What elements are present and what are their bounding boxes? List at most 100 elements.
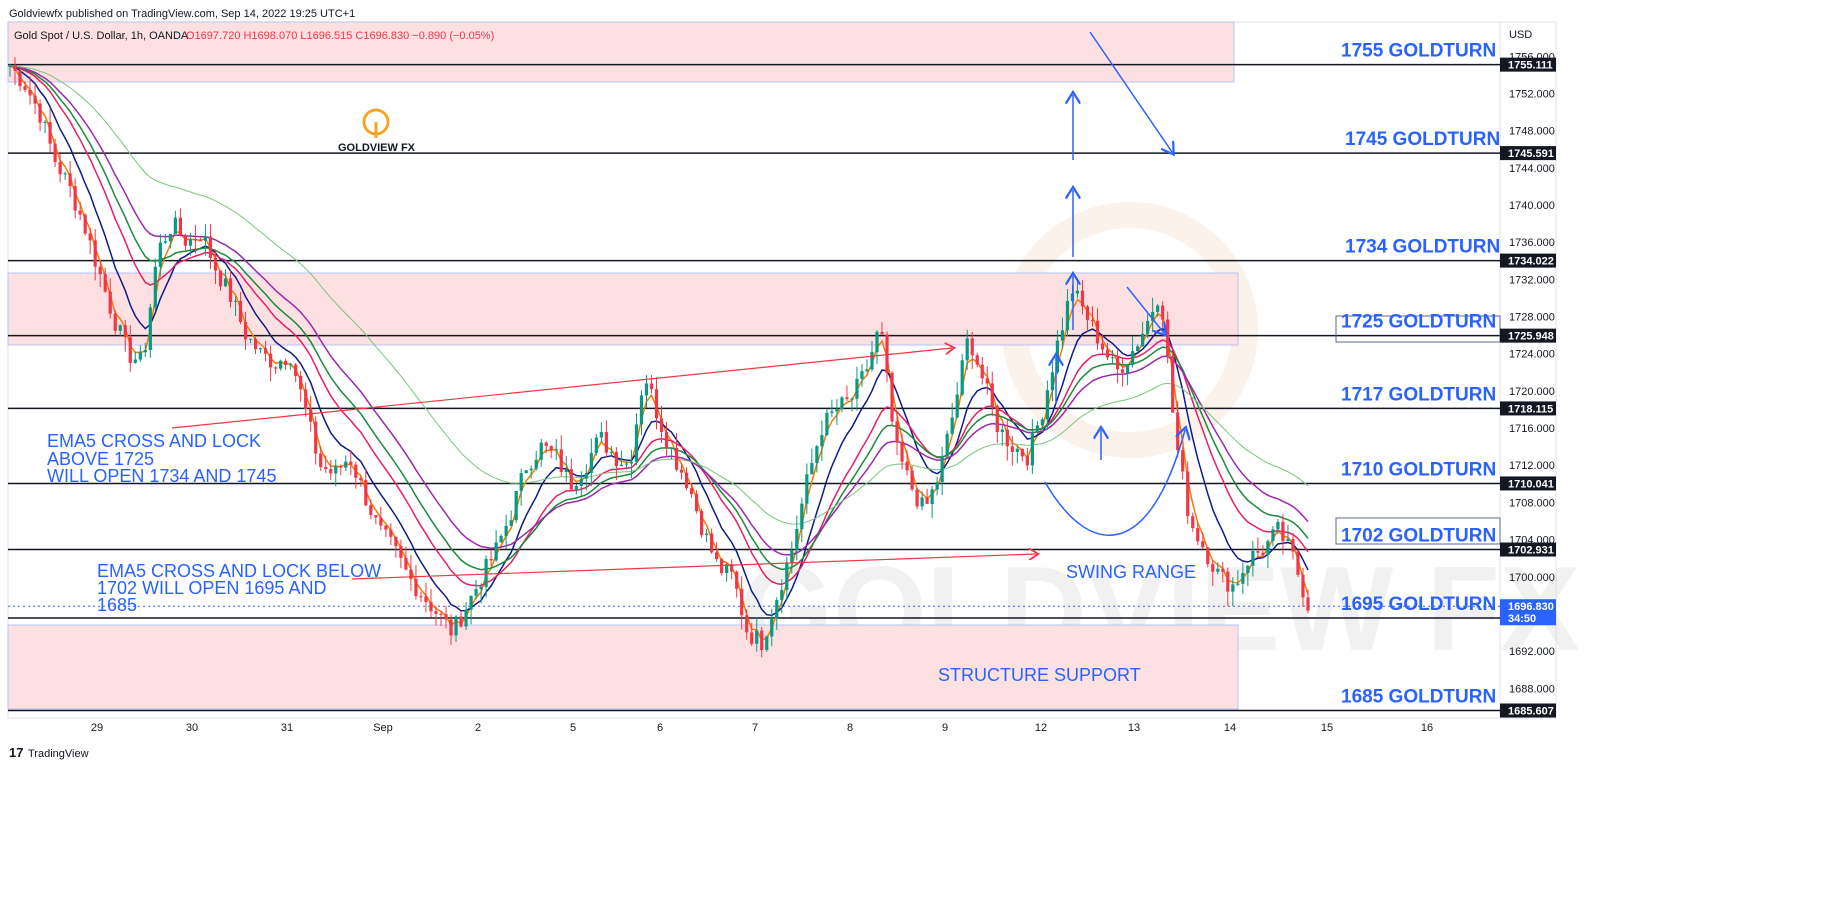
x-tick-label: 29 — [91, 722, 103, 734]
candle-body — [504, 525, 508, 537]
candle-body — [830, 411, 834, 413]
candle-body — [18, 70, 22, 87]
candle-body — [594, 437, 598, 453]
candle-body — [609, 451, 613, 453]
candle-body — [309, 409, 313, 422]
candle-body — [1191, 516, 1195, 529]
candle-body — [544, 442, 548, 446]
candle-body — [304, 389, 308, 410]
candle-body — [745, 615, 749, 633]
candle-body — [790, 549, 794, 563]
plot-area — [7, 21, 1501, 719]
note-down-line-1: EMA5 CROSS AND LOCK BELOW — [97, 561, 381, 581]
candle-body — [755, 630, 759, 644]
candle-body — [1080, 290, 1085, 307]
candle-body — [379, 517, 383, 526]
candle-body — [163, 241, 167, 243]
candle-body — [389, 529, 393, 537]
candle-body — [188, 239, 193, 246]
last-price-text: 1696.830 — [1508, 601, 1554, 613]
candle-body — [1151, 311, 1155, 321]
candle-body — [915, 489, 919, 507]
candle-body — [1105, 349, 1110, 358]
candle-body — [68, 173, 72, 187]
price-tag-text: 1718.115 — [1508, 403, 1553, 415]
candle-body — [649, 383, 654, 390]
candle-body — [554, 449, 558, 451]
candle-body — [850, 398, 854, 400]
candle-body — [349, 461, 353, 465]
red-arrow-up-line — [171, 348, 952, 429]
candle-body — [1276, 521, 1280, 530]
candle-body — [820, 435, 824, 447]
candle-body — [299, 375, 303, 390]
candle-body — [549, 445, 553, 450]
candle-body — [1296, 551, 1300, 575]
level-label: 1755 GOLDTURN — [1341, 41, 1496, 62]
candle-body — [664, 431, 669, 448]
candle-body — [394, 536, 398, 547]
candle-body — [334, 466, 338, 474]
candle-body — [1216, 568, 1220, 572]
gold-pin-icon — [362, 108, 390, 138]
candle-body — [920, 497, 924, 507]
candle-body — [765, 636, 769, 651]
candle-body — [489, 558, 493, 561]
candle-body — [795, 529, 799, 550]
candle-body — [429, 601, 433, 612]
candle-body — [233, 300, 238, 302]
candle-body — [1065, 301, 1070, 331]
candle-body — [228, 278, 233, 302]
candle-body — [1271, 529, 1275, 542]
candle-body — [1146, 320, 1150, 334]
candle-body — [58, 162, 62, 175]
candle-body — [38, 103, 42, 123]
candle-body — [439, 613, 443, 615]
candle-body — [880, 331, 884, 335]
candle-body — [499, 536, 503, 543]
candle-body — [669, 447, 674, 449]
price-tag-text: 1725.948 — [1508, 331, 1554, 343]
candle-body — [990, 383, 994, 406]
candle-body — [424, 596, 428, 602]
candle-body — [1020, 448, 1024, 457]
candle-body — [855, 378, 859, 399]
candle-body — [1226, 571, 1230, 592]
candle-body — [354, 464, 358, 478]
candle-body — [183, 235, 188, 246]
symbol-title[interactable]: Gold Spot / U.S. Dollar, 1h, OANDA — [14, 30, 189, 42]
candle-body — [1125, 364, 1130, 373]
candle-body — [469, 595, 473, 610]
candle-body — [479, 586, 483, 590]
y-tick-label: 1720.000 — [1509, 386, 1555, 398]
candle-body — [1110, 357, 1115, 359]
candle-body — [168, 233, 172, 242]
candle-body — [679, 469, 684, 473]
candle-body — [274, 367, 278, 369]
candle-body — [319, 453, 323, 468]
swing-curve — [1044, 430, 1185, 536]
level-labels: 1755 GOLDTURN 1745 GOLDTURN 1734 GOLDTURN 1… — [1341, 41, 1500, 708]
arrow-down-icon — [1126, 286, 1164, 333]
candle-body — [133, 359, 137, 363]
candle-body — [1015, 448, 1019, 452]
candle-body — [800, 503, 804, 530]
candle-body — [98, 266, 102, 275]
box-1702 — [1335, 517, 1501, 545]
candle-body — [203, 236, 208, 241]
candle-body — [1141, 333, 1145, 347]
candle-body — [344, 461, 348, 468]
candle-body — [629, 461, 634, 464]
candle-body — [840, 397, 844, 409]
candle-body — [464, 609, 468, 627]
candle-body — [399, 546, 403, 558]
candle-body — [825, 412, 829, 436]
candle-body — [619, 464, 624, 467]
candle-body — [404, 557, 408, 570]
candle-body — [364, 480, 368, 506]
candle-body — [43, 121, 47, 123]
candle-body — [780, 589, 784, 601]
candle-body — [895, 421, 899, 442]
price-tag — [1500, 146, 1556, 161]
